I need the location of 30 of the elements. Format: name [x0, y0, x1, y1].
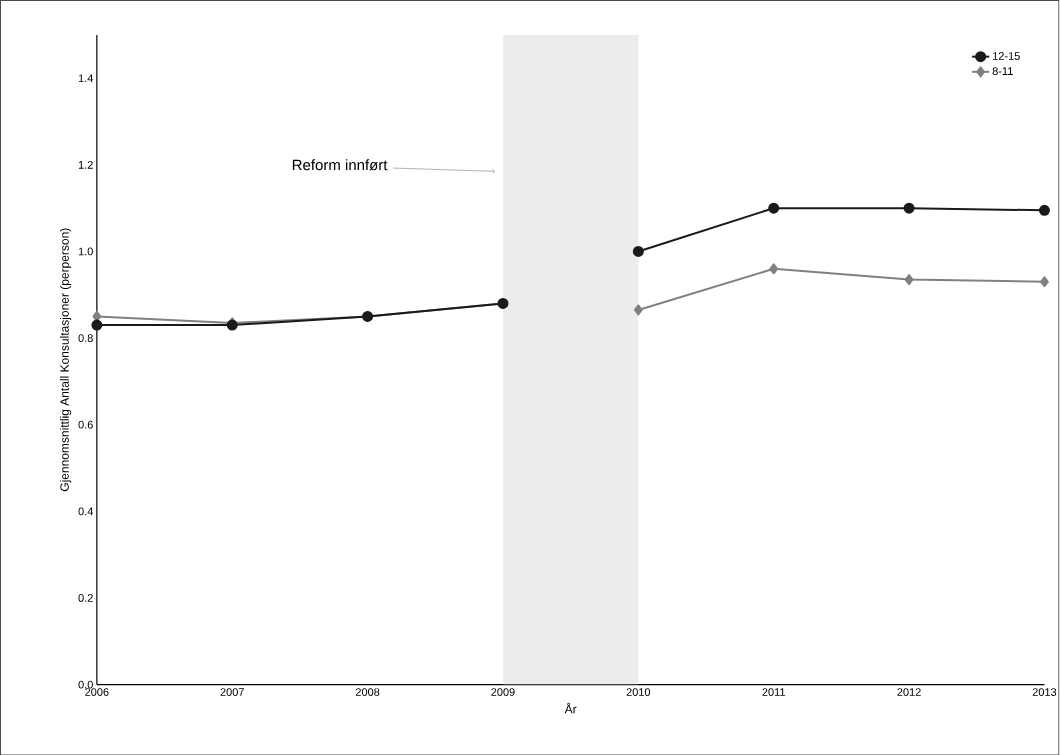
x-tick-label: 2008: [355, 687, 380, 696]
point: [633, 304, 643, 316]
y-tick-label: 1.4: [78, 74, 93, 82]
band-label: Reform innført: [292, 159, 388, 171]
x-tick-label: 2012: [897, 687, 921, 696]
y-tick-label: 1.2: [78, 160, 93, 169]
x-tick-label: 2011: [762, 687, 785, 696]
x-tick-label: 2010: [626, 687, 651, 696]
y-tick-label: 0.6: [78, 420, 93, 429]
x-tick-label: 2009: [491, 687, 515, 696]
y-tick-label: 1.0: [78, 247, 93, 256]
y-tick-label: 0.4: [78, 507, 93, 515]
y-tick-label: 0.8: [78, 333, 93, 342]
x-axis-title: År: [564, 702, 577, 714]
point: [904, 273, 914, 285]
point: [1038, 204, 1050, 216]
x-tick-label: 2013: [1032, 687, 1057, 696]
x-tick-label: 2006: [85, 687, 109, 696]
point: [91, 319, 103, 331]
legend-label: 12-15: [993, 51, 1020, 60]
point: [903, 202, 915, 214]
point: [1040, 276, 1049, 288]
legend-label: 8-11: [992, 67, 1013, 75]
point: [768, 202, 780, 214]
x-tick-label: 2007: [220, 687, 244, 696]
y-axis-title: Gjennomsnittlig Antall Konsultasjoner (perperson): [60, 228, 72, 491]
point: [632, 245, 644, 257]
point: [769, 263, 779, 275]
y-tick-label: 0.0: [78, 680, 93, 689]
y-tick-label: 0.2: [78, 593, 93, 602]
